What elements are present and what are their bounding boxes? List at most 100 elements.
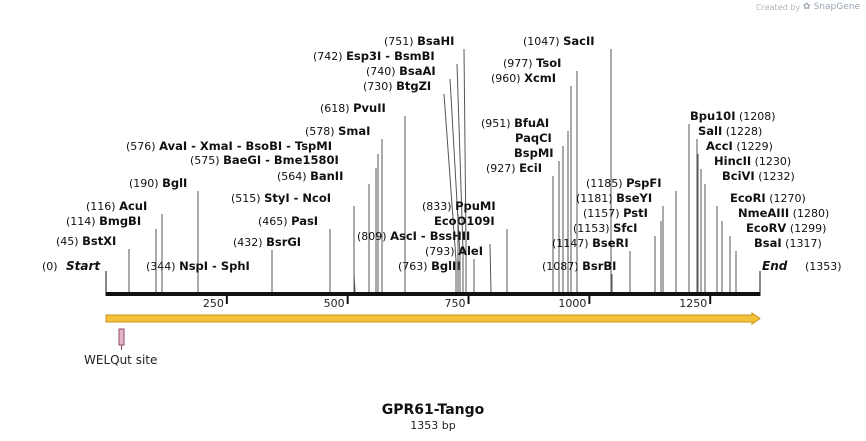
enzyme-name[interactable]: NspI - SphI — [179, 259, 250, 273]
enzyme-name[interactable]: AvaI - XmaI - BsoBI - TspMI — [159, 139, 332, 153]
restriction-site-label[interactable]: (1147) BseRI — [552, 236, 629, 250]
restriction-site-label[interactable]: (1185) PspFI — [586, 176, 662, 190]
restriction-site-label[interactable]: (114) BmgBI — [66, 214, 141, 228]
enzyme-name[interactable]: Bpu10I — [690, 109, 735, 123]
site-position: (465) — [258, 215, 291, 228]
restriction-site-label[interactable]: (730) BtgZI — [363, 79, 431, 93]
enzyme-name[interactable]: BfuAI — [514, 116, 549, 130]
orf-arrow[interactable] — [105, 312, 761, 325]
cut-site-line — [443, 93, 457, 292]
restriction-site-label[interactable]: (576) AvaI - XmaI - BsoBI - TspMI — [126, 139, 332, 153]
enzyme-name[interactable]: PpuMI — [455, 199, 496, 213]
restriction-site-label[interactable]: (742) Esp3I - BsmBI — [313, 49, 435, 63]
site-position: (618) — [320, 102, 353, 115]
restriction-site-label[interactable]: EcoRV (1299) — [746, 221, 826, 235]
restriction-site-label[interactable]: EcoRI (1270) — [730, 191, 806, 205]
feature-label[interactable]: WELQut site — [84, 353, 157, 367]
restriction-site-label[interactable]: Bpu10I (1208) — [690, 109, 776, 123]
restriction-site-label[interactable]: (515) StyI - NcoI — [231, 191, 331, 205]
restriction-site-label[interactable]: (465) PasI — [258, 214, 318, 228]
restriction-site-label[interactable]: (618) PvuII — [320, 101, 386, 115]
restriction-site-label[interactable]: SalI (1228) — [698, 124, 762, 138]
enzyme-name[interactable]: BsrGI — [266, 235, 301, 249]
snapgene-credit: Created by ✿ SnapGene — [756, 2, 860, 12]
enzyme-name[interactable]: EcoRV — [746, 221, 786, 235]
enzyme-name[interactable]: PspFI — [626, 176, 661, 190]
enzyme-name[interactable]: PvuII — [353, 101, 386, 115]
enzyme-name[interactable]: SfcI — [613, 221, 637, 235]
enzyme-name[interactable]: PstI — [623, 206, 648, 220]
restriction-site-label[interactable]: HincII (1230) — [714, 154, 791, 168]
enzyme-name[interactable]: BaeGI - Bme1580I — [223, 153, 339, 167]
site-position: (1299) — [786, 222, 826, 235]
restriction-site-label[interactable]: (344) NspI - SphI — [146, 259, 250, 273]
restriction-site-label[interactable]: (432) BsrGI — [233, 235, 301, 249]
enzyme-name[interactable]: AleI — [458, 244, 483, 258]
enzyme-name[interactable]: AccI — [706, 139, 733, 153]
site-position: (1185) — [586, 177, 626, 190]
restriction-site-label[interactable]: PaqCI — [515, 131, 552, 145]
enzyme-name[interactable]: EcoRI — [730, 191, 766, 205]
enzyme-name[interactable]: AcuI — [119, 199, 147, 213]
restriction-site-label[interactable]: (951) BfuAI — [481, 116, 549, 130]
welqut-site-feature[interactable] — [118, 328, 125, 346]
enzyme-name[interactable]: PasI — [291, 214, 318, 228]
restriction-site-label[interactable]: (575) BaeGI - Bme1580I — [190, 153, 339, 167]
enzyme-name[interactable]: HincII — [714, 154, 751, 168]
enzyme-name[interactable]: BsaI — [754, 236, 782, 250]
restriction-site-label[interactable]: (578) SmaI — [305, 124, 370, 138]
enzyme-name[interactable]: TsoI — [536, 56, 561, 70]
restriction-site-label[interactable]: (809) AscI - BssHII — [357, 229, 470, 243]
enzyme-name[interactable]: BsaHI — [417, 34, 454, 48]
enzyme-name[interactable]: NmeAIII — [738, 206, 789, 220]
enzyme-name[interactable]: BspMI — [514, 146, 554, 160]
restriction-site-label[interactable]: BciVI (1232) — [722, 169, 795, 183]
enzyme-name[interactable]: AscI - BssHII — [390, 229, 470, 243]
enzyme-name[interactable]: BglII — [431, 259, 461, 273]
enzyme-name[interactable]: BglI — [162, 176, 187, 190]
restriction-site-label[interactable]: (190) BglI — [129, 176, 187, 190]
restriction-site-label[interactable]: (927) EciI — [486, 161, 542, 175]
enzyme-name[interactable]: PaqCI — [515, 131, 552, 145]
site-position: (793) — [425, 245, 458, 258]
enzyme-name[interactable]: BseYI — [616, 191, 652, 205]
restriction-site-label[interactable]: (763) BglII — [398, 259, 461, 273]
restriction-site-label[interactable]: BspMI — [514, 146, 554, 160]
restriction-site-label[interactable]: (1047) SacII — [523, 34, 595, 48]
restriction-site-label[interactable]: (833) PpuMI — [422, 199, 496, 213]
restriction-site-label[interactable]: AccI (1229) — [706, 139, 773, 153]
enzyme-name[interactable]: XcmI — [524, 71, 556, 85]
restriction-site-label[interactable]: (116) AcuI — [86, 199, 147, 213]
restriction-site-label[interactable]: (977) TsoI — [503, 56, 561, 70]
restriction-site-label[interactable]: (793) AleI — [425, 244, 483, 258]
enzyme-name[interactable]: StyI - NcoI — [264, 191, 331, 205]
restriction-site-label[interactable]: EcoO109I — [434, 214, 495, 228]
restriction-site-label[interactable]: (751) BsaHI — [384, 34, 454, 48]
restriction-site-label[interactable]: (564) BanII — [277, 169, 343, 183]
enzyme-name[interactable]: BtgZI — [396, 79, 431, 93]
enzyme-name[interactable]: BanII — [310, 169, 343, 183]
restriction-site-label[interactable]: (45) BstXI — [56, 234, 116, 248]
restriction-site-label[interactable]: (1181) BseYI — [576, 191, 652, 205]
enzyme-name[interactable]: BstXI — [82, 234, 116, 248]
enzyme-name[interactable]: BsrBI — [582, 259, 616, 273]
enzyme-name[interactable]: BciVI — [722, 169, 755, 183]
restriction-site-label[interactable]: (1157) PstI — [583, 206, 648, 220]
restriction-site-label[interactable]: (740) BsaAI — [366, 64, 436, 78]
restriction-site-label[interactable]: (1153) SfcI — [573, 221, 637, 235]
enzyme-name[interactable]: SalI — [698, 124, 722, 138]
restriction-site-label[interactable]: (1087) BsrBI — [542, 259, 616, 273]
restriction-site-label[interactable]: NmeAIII (1280) — [738, 206, 829, 220]
enzyme-name[interactable]: BsaAI — [399, 64, 436, 78]
enzyme-name[interactable]: EciI — [519, 161, 542, 175]
restriction-site-label[interactable]: (960) XcmI — [491, 71, 556, 85]
enzyme-name[interactable]: SmaI — [338, 124, 370, 138]
site-position: (575) — [190, 154, 223, 167]
enzyme-name[interactable]: BmgBI — [99, 214, 141, 228]
enzyme-name[interactable]: Esp3I - BsmBI — [346, 49, 435, 63]
enzyme-name[interactable]: SacII — [563, 34, 594, 48]
restriction-site-label[interactable]: BsaI (1317) — [754, 236, 822, 250]
tick-label: 1000 — [558, 297, 586, 310]
enzyme-name[interactable]: BseRI — [592, 236, 629, 250]
enzyme-name[interactable]: EcoO109I — [434, 214, 495, 228]
